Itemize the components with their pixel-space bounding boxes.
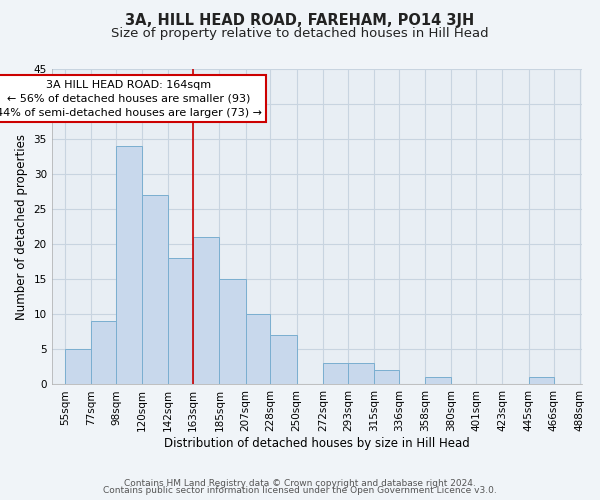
Bar: [529, 378, 554, 384]
Bar: [323, 364, 348, 384]
Bar: [374, 370, 399, 384]
Bar: [348, 364, 374, 384]
Text: 3A HILL HEAD ROAD: 164sqm
← 56% of detached houses are smaller (93)
44% of semi-: 3A HILL HEAD ROAD: 164sqm ← 56% of detac…: [0, 80, 262, 118]
Bar: [245, 314, 271, 384]
X-axis label: Distribution of detached houses by size in Hill Head: Distribution of detached houses by size …: [164, 437, 470, 450]
Bar: [193, 237, 220, 384]
Bar: [271, 336, 296, 384]
Bar: [116, 146, 142, 384]
Bar: [65, 350, 91, 384]
Text: Size of property relative to detached houses in Hill Head: Size of property relative to detached ho…: [111, 28, 489, 40]
Bar: [142, 195, 168, 384]
Y-axis label: Number of detached properties: Number of detached properties: [15, 134, 28, 320]
Text: Contains HM Land Registry data © Crown copyright and database right 2024.: Contains HM Land Registry data © Crown c…: [124, 478, 476, 488]
Bar: [91, 322, 116, 384]
Text: 3A, HILL HEAD ROAD, FAREHAM, PO14 3JH: 3A, HILL HEAD ROAD, FAREHAM, PO14 3JH: [125, 12, 475, 28]
Bar: [425, 378, 451, 384]
Bar: [168, 258, 193, 384]
Bar: [220, 280, 245, 384]
Text: Contains public sector information licensed under the Open Government Licence v3: Contains public sector information licen…: [103, 486, 497, 495]
